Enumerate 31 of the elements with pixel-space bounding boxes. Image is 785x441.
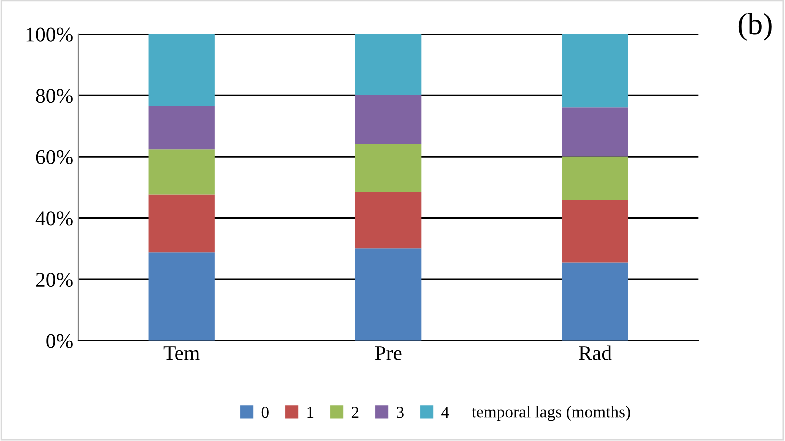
y-tick-label: 40% xyxy=(36,212,73,226)
legend-title: temporal lags (momths) xyxy=(472,406,630,422)
y-tick-label: 100% xyxy=(26,28,73,42)
bar xyxy=(148,106,215,150)
y-tick-label: 20% xyxy=(36,272,73,288)
bar xyxy=(356,144,422,193)
bar xyxy=(562,156,628,201)
legend-label: 2 xyxy=(352,407,359,418)
bar xyxy=(356,248,422,341)
y-tick-label: 60% xyxy=(36,150,73,164)
text: (b) xyxy=(738,13,772,41)
legend-label: 0 xyxy=(262,406,269,418)
y-tick-label: 80% xyxy=(36,89,73,104)
bar xyxy=(148,34,215,106)
x-tick-label: Pre xyxy=(375,346,402,360)
x-tick-label: Rad xyxy=(579,346,612,360)
bar xyxy=(562,108,628,157)
bar xyxy=(562,262,628,341)
bar xyxy=(356,34,422,96)
bar xyxy=(356,192,422,249)
y-tick-label: 0% xyxy=(46,334,73,348)
x-tick-label: Tem xyxy=(164,346,200,360)
legend-label: 3 xyxy=(397,407,404,418)
bar xyxy=(148,252,215,341)
bar xyxy=(356,95,422,144)
bar xyxy=(562,34,628,108)
bar xyxy=(148,194,215,253)
legend-label: 4 xyxy=(442,407,450,418)
bar xyxy=(148,150,215,195)
bar xyxy=(562,200,628,263)
legend-label: 1 xyxy=(308,407,314,418)
